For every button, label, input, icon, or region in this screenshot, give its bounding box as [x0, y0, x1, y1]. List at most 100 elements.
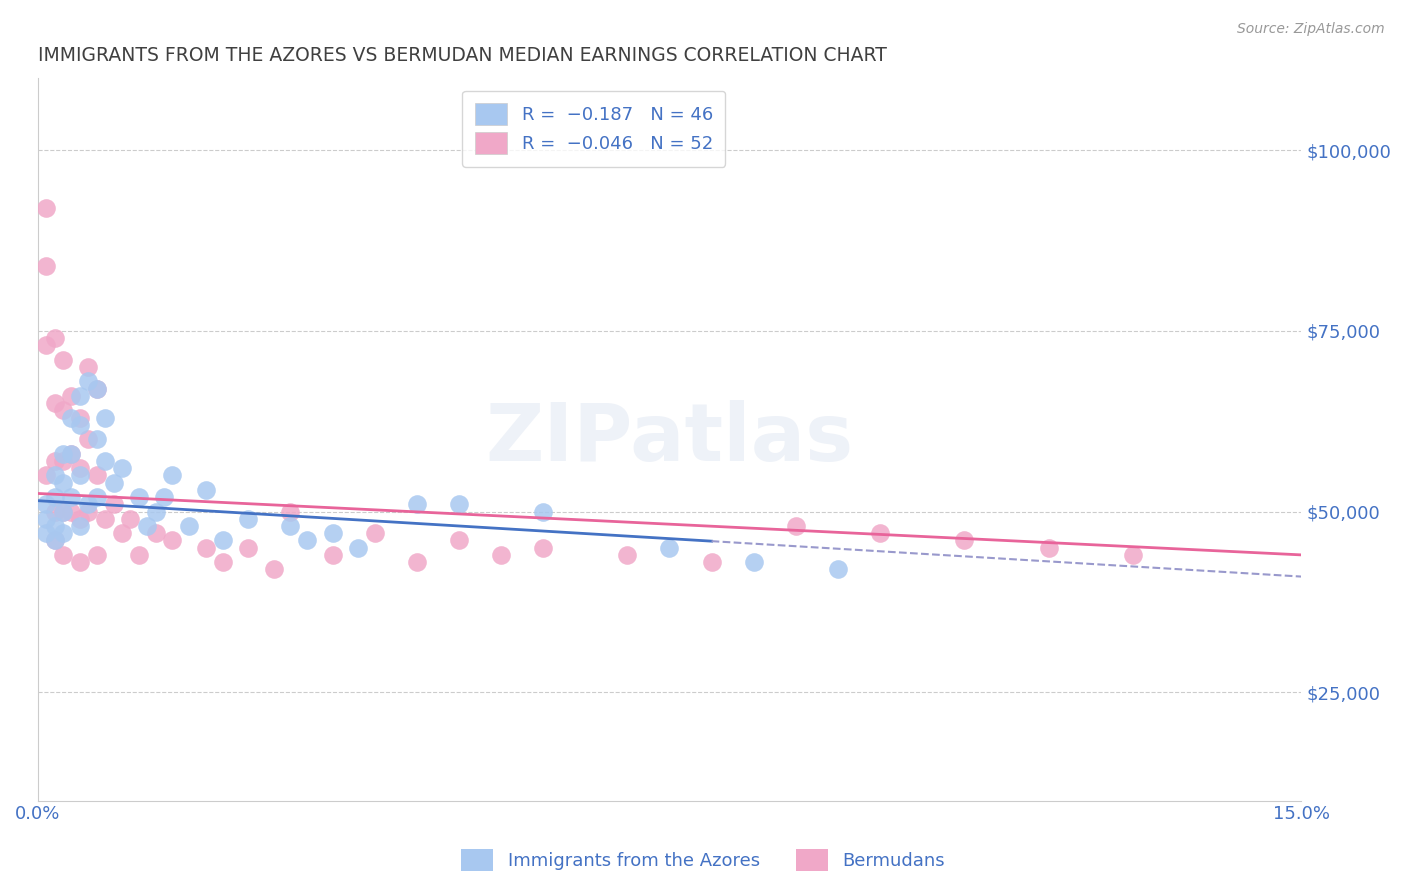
Point	[44, 454, 66, 468]
Point	[35, 338, 58, 352]
Point	[145, 526, 167, 541]
Point	[162, 468, 184, 483]
Point	[52, 352, 75, 367]
Point	[103, 497, 125, 511]
Point	[69, 461, 91, 475]
Point	[60, 389, 83, 403]
Point	[60, 504, 83, 518]
Point	[52, 504, 75, 518]
Point	[77, 504, 100, 518]
Text: Source: ZipAtlas.com: Source: ZipAtlas.com	[1237, 22, 1385, 37]
Point	[346, 541, 368, 555]
Point	[869, 526, 891, 541]
Point	[162, 533, 184, 548]
Point	[35, 497, 58, 511]
Point	[60, 410, 83, 425]
Point	[86, 382, 108, 396]
Point	[94, 410, 117, 425]
Point	[263, 562, 285, 576]
Legend: R =  −0.187   N = 46, R =  −0.046   N = 52: R = −0.187 N = 46, R = −0.046 N = 52	[463, 90, 725, 167]
Point	[616, 548, 638, 562]
Point	[280, 519, 302, 533]
Point	[69, 417, 91, 432]
Point	[94, 454, 117, 468]
Point	[363, 526, 385, 541]
Point	[531, 504, 554, 518]
Point	[44, 468, 66, 483]
Point	[69, 555, 91, 569]
Point	[69, 410, 91, 425]
Point	[128, 490, 150, 504]
Point	[86, 490, 108, 504]
Point	[742, 555, 765, 569]
Point	[69, 389, 91, 403]
Point	[297, 533, 319, 548]
Point	[531, 541, 554, 555]
Point	[35, 259, 58, 273]
Point	[136, 519, 159, 533]
Point	[52, 403, 75, 417]
Point	[280, 504, 302, 518]
Point	[44, 519, 66, 533]
Point	[447, 497, 470, 511]
Point	[35, 512, 58, 526]
Point	[52, 526, 75, 541]
Point	[212, 533, 235, 548]
Point	[111, 461, 134, 475]
Point	[405, 497, 427, 511]
Point	[44, 504, 66, 518]
Point	[322, 548, 344, 562]
Legend: Immigrants from the Azores, Bermudans: Immigrants from the Azores, Bermudans	[453, 842, 953, 879]
Point	[52, 447, 75, 461]
Point	[35, 468, 58, 483]
Point	[153, 490, 176, 504]
Point	[86, 382, 108, 396]
Point	[86, 468, 108, 483]
Point	[77, 432, 100, 446]
Point	[128, 548, 150, 562]
Point	[322, 526, 344, 541]
Point	[52, 475, 75, 490]
Text: IMMIGRANTS FROM THE AZORES VS BERMUDAN MEDIAN EARNINGS CORRELATION CHART: IMMIGRANTS FROM THE AZORES VS BERMUDAN M…	[38, 46, 887, 65]
Point	[35, 526, 58, 541]
Point	[94, 512, 117, 526]
Point	[238, 541, 260, 555]
Point	[111, 526, 134, 541]
Point	[44, 533, 66, 548]
Point	[103, 475, 125, 490]
Point	[69, 468, 91, 483]
Point	[785, 519, 807, 533]
Point	[44, 533, 66, 548]
Point	[60, 447, 83, 461]
Point	[86, 548, 108, 562]
Point	[44, 331, 66, 345]
Text: ZIPatlas: ZIPatlas	[485, 401, 853, 478]
Point	[212, 555, 235, 569]
Point	[60, 447, 83, 461]
Point	[827, 562, 849, 576]
Point	[489, 548, 512, 562]
Point	[405, 555, 427, 569]
Point	[658, 541, 681, 555]
Point	[195, 483, 218, 497]
Point	[447, 533, 470, 548]
Point	[195, 541, 218, 555]
Point	[238, 512, 260, 526]
Point	[953, 533, 976, 548]
Point	[86, 432, 108, 446]
Point	[77, 359, 100, 374]
Point	[120, 512, 142, 526]
Point	[52, 548, 75, 562]
Point	[77, 497, 100, 511]
Point	[1122, 548, 1144, 562]
Point	[52, 504, 75, 518]
Point	[35, 201, 58, 215]
Point	[77, 375, 100, 389]
Point	[60, 490, 83, 504]
Point	[69, 512, 91, 526]
Point	[44, 490, 66, 504]
Point	[52, 454, 75, 468]
Point	[700, 555, 723, 569]
Point	[1038, 541, 1060, 555]
Point	[145, 504, 167, 518]
